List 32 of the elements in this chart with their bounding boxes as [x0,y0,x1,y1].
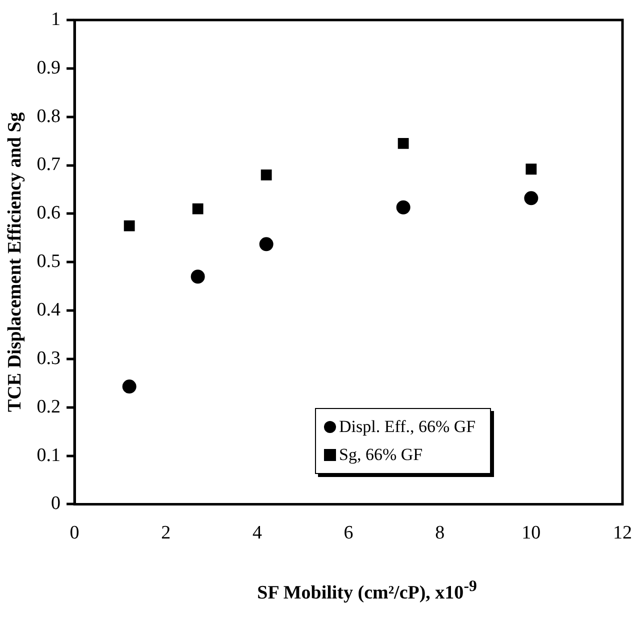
point [260,169,272,180]
point [259,237,274,252]
y-tick-label: 0 [51,493,61,514]
y-tick-label: 0.1 [36,444,61,466]
x-tick-label: 10 [522,522,541,544]
y-tick-label: 0.4 [36,300,62,321]
x-axis-title: SF Mobility (cm²/cP), x10$^{-9}$ [256,578,478,604]
point [398,138,409,149]
x-tick-label: 6 [344,522,354,544]
point [190,270,205,284]
y-tick-label: 0.9 [36,57,61,78]
y-tick-label: 0.7 [36,154,61,176]
y-tick-label: 0.5 [36,251,61,272]
y-tick-label: 0.3 [36,348,61,369]
legend-label: Sg, 66% GF [339,444,423,466]
x-tick-label: 2 [161,522,171,544]
point [192,203,204,214]
x-tick-label: 12 [613,522,632,544]
point [124,220,135,232]
point [524,191,538,206]
y-tick-label: 0.2 [36,396,61,418]
point [526,164,537,175]
point [122,380,136,394]
y-tick-label: 1 [51,8,61,30]
x-tick-label: 4 [252,522,262,544]
y-axis-title: TCE Displacement Efficiency and Sg [4,112,26,412]
y-tick-label: 0.8 [36,106,61,127]
x-tick-label: 0 [70,522,80,544]
x-tick-label: 8 [435,522,445,544]
legend-label: Displ. Eff., 66% GF [339,416,476,438]
y-tick-label: 0.6 [36,202,61,224]
point [396,200,410,214]
